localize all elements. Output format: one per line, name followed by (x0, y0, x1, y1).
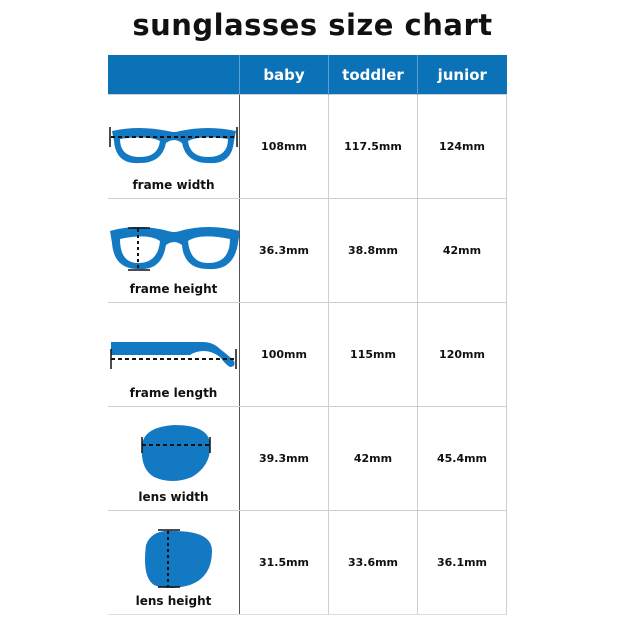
value-toddler: 115mm (328, 302, 418, 407)
page-title: sunglasses size chart (132, 8, 493, 42)
header-row: baby toddler junior (108, 55, 507, 95)
value-toddler: 117.5mm (328, 94, 418, 199)
row-label: lens width (138, 490, 209, 504)
value-toddler: 33.6mm (328, 510, 418, 615)
row-label-cell: frame height (108, 198, 240, 303)
glasses-height-icon (108, 223, 239, 275)
header-empty (108, 55, 240, 95)
size-chart-table: baby toddler junior frame width 108mm 11… (108, 55, 507, 615)
value-baby: 31.5mm (239, 510, 329, 615)
value-toddler: 42mm (328, 406, 418, 511)
value-toddler: 38.8mm (328, 198, 418, 303)
value-baby: 39.3mm (239, 406, 329, 511)
value-baby: 108mm (239, 94, 329, 199)
lens-height-icon (108, 525, 239, 591)
value-baby: 36.3mm (239, 198, 329, 303)
value-junior: 124mm (417, 94, 507, 199)
header-baby: baby (239, 55, 329, 95)
row-label-cell: lens width (108, 406, 240, 511)
glasses-width-icon (108, 119, 239, 171)
header-junior: junior (417, 55, 507, 95)
table-row: frame width 108mm 117.5mm 124mm (108, 94, 507, 199)
table-row: lens width 39.3mm 42mm 45.4mm (108, 406, 507, 511)
value-junior: 45.4mm (417, 406, 507, 511)
value-junior: 42mm (417, 198, 507, 303)
row-label: frame length (129, 386, 218, 400)
row-label: lens height (135, 594, 212, 608)
table-row: frame height 36.3mm 38.8mm 42mm (108, 198, 507, 303)
row-label-cell: frame width (108, 94, 240, 199)
value-baby: 100mm (239, 302, 329, 407)
value-junior: 120mm (417, 302, 507, 407)
temple-arm-length-icon (108, 327, 239, 379)
row-label: frame width (132, 178, 215, 192)
row-label-cell: lens height (108, 510, 240, 615)
table-row: lens height 31.5mm 33.6mm 36.1mm (108, 510, 507, 615)
lens-width-icon (108, 421, 239, 483)
header-toddler: toddler (328, 55, 418, 95)
row-label-cell: frame length (108, 302, 240, 407)
table-row: frame length 100mm 115mm 120mm (108, 302, 507, 407)
row-label: frame height (129, 282, 218, 296)
value-junior: 36.1mm (417, 510, 507, 615)
